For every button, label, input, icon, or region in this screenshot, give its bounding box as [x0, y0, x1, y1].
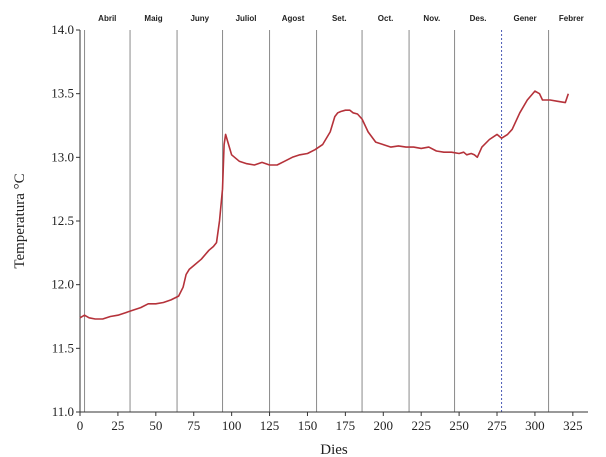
x-tick-label-6: 150 — [298, 418, 318, 433]
y-axis-ticks: 11.0 11.5 12.0 12.5 13.0 13.5 14.0 — [51, 22, 80, 419]
y-tick-label-2: 12.0 — [51, 277, 74, 292]
month-label-2: Juny — [190, 14, 209, 23]
y-tick-label-6: 14.0 — [51, 22, 74, 37]
x-tick-label-1: 25 — [111, 418, 124, 433]
x-tick-label-7: 175 — [336, 418, 356, 433]
month-label-8: Des. — [470, 14, 487, 23]
month-divider-lines — [84, 30, 550, 412]
month-label-3: Juliol — [236, 14, 257, 23]
x-tick-label-11: 275 — [487, 418, 507, 433]
series-line-group — [79, 90, 570, 320]
x-tick-label-10: 250 — [449, 418, 469, 433]
month-label-7: Nov. — [423, 14, 440, 23]
y-tick-label-1: 11.5 — [52, 340, 74, 355]
x-tick-label-4: 100 — [222, 418, 242, 433]
month-label-1: Maig — [144, 14, 162, 23]
month-label-4: Agost — [282, 14, 305, 23]
y-tick-label-4: 13.0 — [51, 149, 74, 164]
x-tick-label-5: 125 — [260, 418, 280, 433]
month-label-5: Set. — [332, 14, 347, 23]
month-label-0: Abril — [98, 14, 116, 23]
x-tick-label-13: 325 — [563, 418, 583, 433]
x-axis-title: Dies — [320, 442, 348, 457]
x-tick-label-8: 200 — [374, 418, 394, 433]
x-tick-label-0: 0 — [77, 418, 84, 433]
y-tick-label-5: 13.5 — [51, 86, 74, 101]
month-label-10: Febrer — [559, 14, 584, 23]
month-labels: Abril Maig Juny Juliol Agost Set. Oct. Nov. Des.… — [98, 14, 584, 23]
y-axis-title: Temperatura °C — [12, 173, 28, 268]
y-tick-label-0: 11.0 — [52, 404, 74, 419]
y-tick-label-3: 12.5 — [51, 213, 74, 228]
x-tick-label-2: 50 — [149, 418, 162, 433]
x-tick-label-12: 300 — [525, 418, 545, 433]
axes — [79, 30, 588, 413]
x-tick-label-9: 225 — [411, 418, 431, 433]
x-tick-label-3: 75 — [187, 418, 200, 433]
month-label-6: Oct. — [378, 14, 394, 23]
series-line-0 — [79, 90, 570, 320]
month-label-9: Gener — [514, 14, 537, 23]
x-axis-ticks: 0 25 50 75 100 125 150 175 200 225 250 275 300 325 — [77, 412, 583, 433]
